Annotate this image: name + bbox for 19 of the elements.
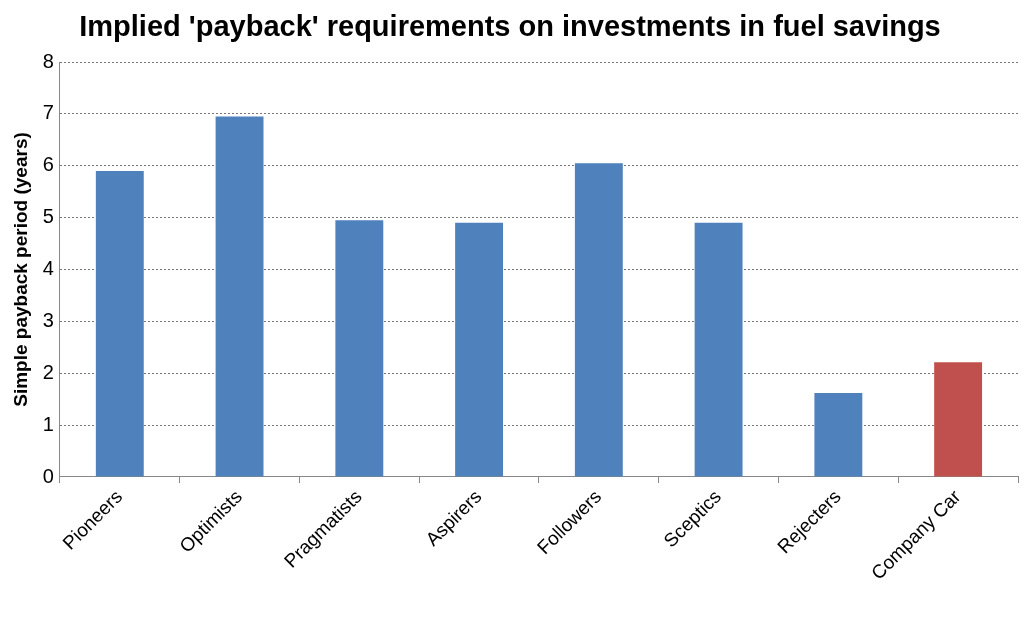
y-tick-label: 8 [42,49,54,72]
y-tick-label: 0 [42,464,54,487]
y-axis-title: Simple payback period (years) [9,132,31,407]
bar [694,222,743,477]
bar [455,222,504,477]
bar [574,163,623,477]
y-tick-label: 6 [42,153,54,176]
bar [335,220,384,477]
y-tick-label: 4 [42,257,54,280]
y-tick-label: 1 [42,412,54,435]
y-tick-label: 5 [42,205,54,228]
bar [95,170,144,477]
bar [934,362,983,477]
y-tick-label: 2 [42,360,54,383]
bar [215,116,264,477]
y-tick-label: 7 [42,101,54,124]
y-tick-label: 3 [42,308,54,331]
chart-title: Implied 'payback' requirements on investments in fuel savings [78,9,942,44]
bar [814,392,863,477]
